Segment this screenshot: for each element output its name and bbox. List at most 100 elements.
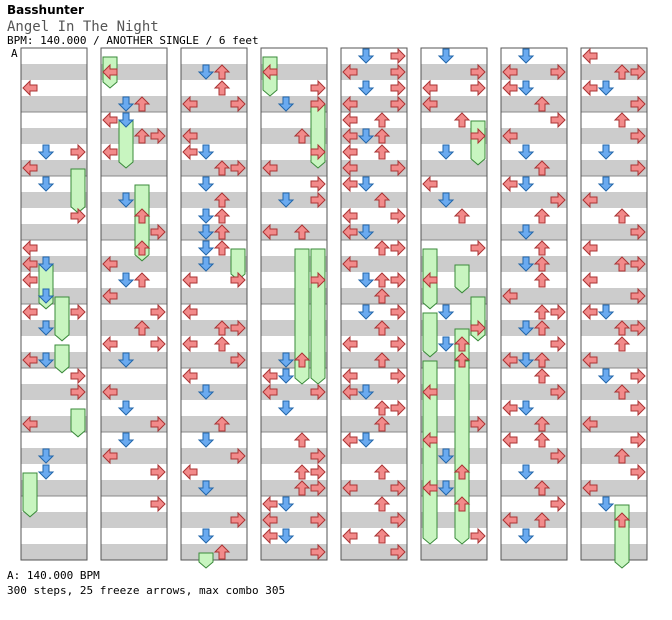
arrow-r-icon <box>310 175 326 193</box>
column-border <box>20 47 88 561</box>
beat-stripe <box>261 512 327 528</box>
arrow-r-icon <box>630 255 646 273</box>
arrow-d-icon <box>437 480 455 496</box>
beat-stripe <box>501 384 567 400</box>
beat-stripe <box>261 416 327 432</box>
beat-stripe <box>341 224 407 240</box>
arrow-r-icon <box>230 319 246 337</box>
arrow-l-icon <box>22 303 38 321</box>
arrow-u-icon <box>373 464 391 480</box>
arrow-d-icon <box>437 448 455 464</box>
arrow-u-icon <box>613 112 631 128</box>
arrow-d-icon <box>437 144 455 160</box>
arrow-d-icon <box>37 176 55 192</box>
beat-stripe <box>341 352 407 368</box>
beat-stripe <box>421 64 487 80</box>
beat-stripe <box>501 64 567 80</box>
beat-stripe <box>581 384 647 400</box>
arrow-r-icon <box>310 143 326 161</box>
arrow-r-icon <box>630 463 646 481</box>
arrow-r-icon <box>70 303 86 321</box>
arrow-u-icon <box>213 64 231 80</box>
beat-stripe <box>581 160 647 176</box>
arrow-l-icon <box>502 127 518 145</box>
arrow-r-icon <box>230 447 246 465</box>
arrow-r-icon <box>390 95 406 113</box>
chart-column <box>500 47 568 561</box>
beat-stripe <box>421 192 487 208</box>
arrow-u-icon <box>373 528 391 544</box>
arrow-d-icon <box>277 96 295 112</box>
arrow-u-icon <box>613 208 631 224</box>
arrow-u-icon <box>533 96 551 112</box>
arrow-u-icon <box>213 224 231 240</box>
arrow-r-icon <box>390 303 406 321</box>
arrow-l-icon <box>502 63 518 81</box>
arrow-u-icon <box>533 352 551 368</box>
arrow-l-icon <box>342 63 358 81</box>
arrow-d-icon <box>117 112 135 128</box>
arrow-l-icon <box>582 479 598 497</box>
arrow-u-icon <box>293 128 311 144</box>
freeze-arrow <box>118 120 134 169</box>
arrow-u-icon <box>533 320 551 336</box>
beat-stripe <box>501 160 567 176</box>
beat-stripe <box>341 320 407 336</box>
beat-stripe <box>341 160 407 176</box>
beat-stripe <box>341 288 407 304</box>
arrow-u-icon <box>453 464 471 480</box>
arrow-l-icon <box>422 271 438 289</box>
arrow-r-icon <box>470 527 486 545</box>
arrow-d-icon <box>357 384 375 400</box>
chart-info: BPM: 140.000 / ANOTHER SINGLE / 6 feet <box>7 34 259 47</box>
arrow-d-icon <box>197 208 215 224</box>
arrow-d-icon <box>517 80 535 96</box>
arrow-d-icon <box>517 144 535 160</box>
arrow-r-icon <box>630 95 646 113</box>
arrow-u-icon <box>453 112 471 128</box>
arrow-d-icon <box>197 64 215 80</box>
beat-stripe <box>581 64 647 80</box>
beat-stripe <box>341 256 407 272</box>
arrow-d-icon <box>517 352 535 368</box>
column-border <box>500 47 568 561</box>
arrow-l-icon <box>502 79 518 97</box>
beat-stripe <box>581 480 647 496</box>
arrow-l-icon <box>502 511 518 529</box>
arrow-u-icon <box>453 352 471 368</box>
arrow-r-icon <box>230 271 246 289</box>
arrow-d-icon <box>117 432 135 448</box>
arrow-r-icon <box>150 127 166 145</box>
beat-stripe <box>181 416 247 432</box>
arrow-r-icon <box>310 511 326 529</box>
beat-stripe <box>341 416 407 432</box>
arrow-r-icon <box>310 447 326 465</box>
arrow-d-icon <box>357 176 375 192</box>
arrow-l-icon <box>262 159 278 177</box>
arrow-r-icon <box>470 239 486 257</box>
arrow-r-icon <box>550 335 566 353</box>
beat-stripe <box>181 320 247 336</box>
arrow-d-icon <box>197 480 215 496</box>
beat-stripe <box>181 352 247 368</box>
beat-stripe <box>21 288 87 304</box>
arrow-r-icon <box>150 495 166 513</box>
arrow-d-icon <box>517 320 535 336</box>
arrow-u-icon <box>293 464 311 480</box>
arrow-u-icon <box>533 208 551 224</box>
arrow-r-icon <box>550 495 566 513</box>
arrow-d-icon <box>437 48 455 64</box>
beat-stripe <box>501 512 567 528</box>
arrow-u-icon <box>213 240 231 256</box>
arrow-r-icon <box>630 63 646 81</box>
arrow-u-icon <box>213 192 231 208</box>
arrow-r-icon <box>390 239 406 257</box>
beat-stripe <box>581 96 647 112</box>
arrow-u-icon <box>533 240 551 256</box>
arrow-d-icon <box>117 192 135 208</box>
arrow-r-icon <box>470 415 486 433</box>
arrow-r-icon <box>390 63 406 81</box>
arrow-r-icon <box>390 159 406 177</box>
arrow-d-icon <box>597 368 615 384</box>
arrow-d-icon <box>597 176 615 192</box>
